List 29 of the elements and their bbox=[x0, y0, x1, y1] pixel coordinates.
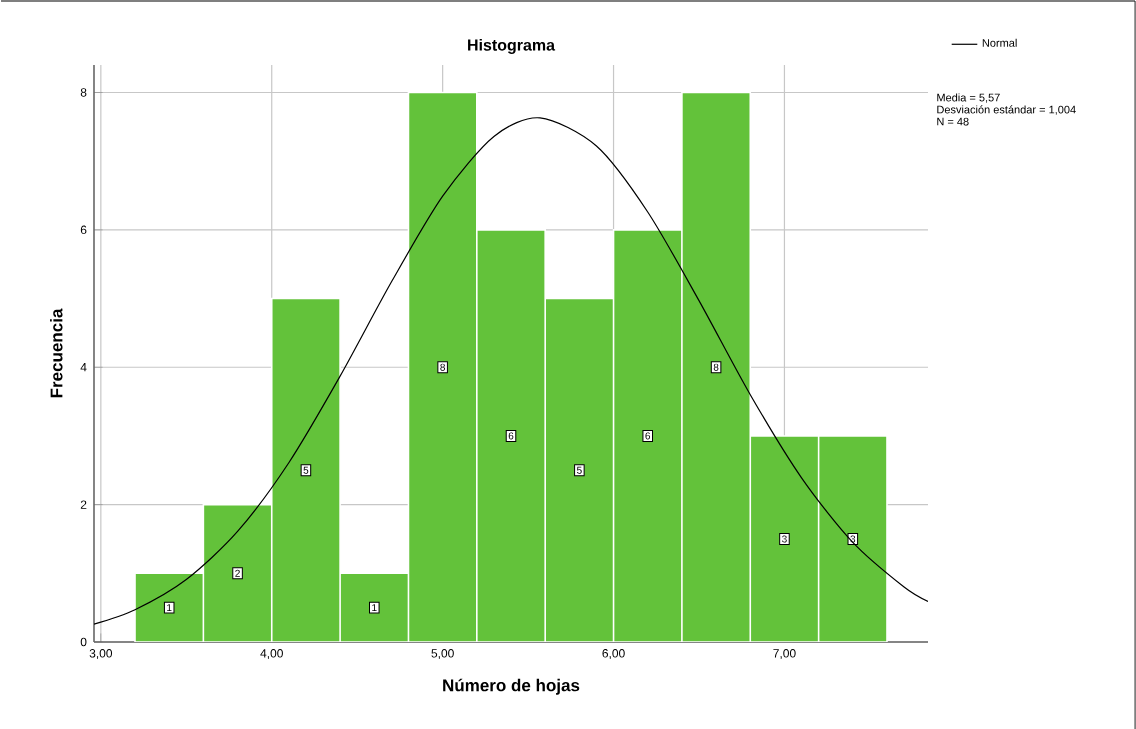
data-label: 6 bbox=[645, 432, 651, 440]
data-label: 3 bbox=[850, 535, 856, 543]
y-tick-label: 0 bbox=[80, 637, 87, 647]
chart-title: Histograma bbox=[468, 38, 556, 54]
data-label: 1 bbox=[372, 604, 377, 612]
data-label: 2 bbox=[235, 569, 240, 577]
x-tick-label: 7,00 bbox=[773, 649, 796, 659]
x-tick-label: 5,00 bbox=[431, 649, 454, 659]
data-label: 1 bbox=[167, 604, 172, 612]
y-tick-label: 6 bbox=[80, 225, 87, 235]
data-label: 8 bbox=[440, 363, 445, 371]
y-axis-title: Frecuencia bbox=[50, 308, 63, 398]
text: N = 48 bbox=[937, 117, 969, 126]
data-label: 5 bbox=[303, 466, 309, 474]
data-label: 5 bbox=[576, 466, 582, 474]
y-tick-label: 4 bbox=[80, 363, 87, 372]
data-label: 3 bbox=[782, 535, 787, 543]
data-label: 8 bbox=[713, 363, 719, 371]
y-tick-label: 2 bbox=[80, 500, 87, 509]
x-tick-label: 3,00 bbox=[89, 649, 113, 659]
x-axis-title: Número de hojas bbox=[443, 678, 580, 695]
x-tick-label: 6,00 bbox=[602, 649, 625, 659]
text: Media = 5,57 bbox=[937, 93, 1000, 103]
y-tick-label: 8 bbox=[80, 88, 87, 97]
line-series bbox=[94, 117, 928, 625]
x-tick-label: 4,00 bbox=[260, 649, 283, 659]
text: Desviación estándar = 1,004 bbox=[937, 105, 1076, 115]
data-label: 6 bbox=[508, 432, 514, 440]
legend-label: Normal bbox=[982, 38, 1017, 47]
